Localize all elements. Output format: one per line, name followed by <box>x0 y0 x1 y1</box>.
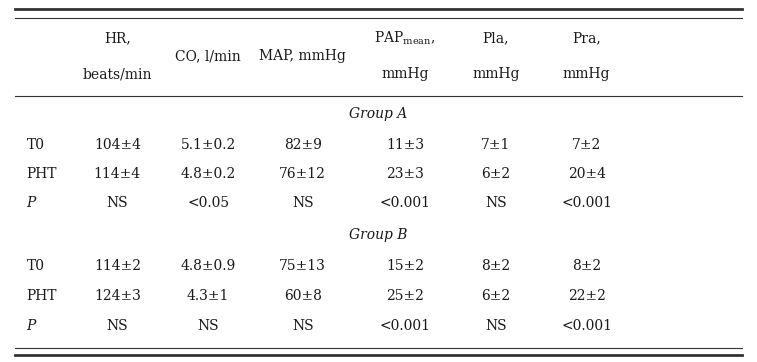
Text: 7±1: 7±1 <box>481 138 510 152</box>
Text: mmHg: mmHg <box>382 67 428 81</box>
Text: 8±2: 8±2 <box>572 259 601 273</box>
Text: <0.001: <0.001 <box>561 197 612 210</box>
Text: 4.8±0.2: 4.8±0.2 <box>181 167 235 181</box>
Text: 104±4: 104±4 <box>94 138 141 152</box>
Text: 124±3: 124±3 <box>94 289 141 303</box>
Text: 25±2: 25±2 <box>386 289 424 303</box>
Text: NS: NS <box>292 197 313 210</box>
Text: 76±12: 76±12 <box>279 167 326 181</box>
Text: 60±8: 60±8 <box>284 289 322 303</box>
Text: 5.1±0.2: 5.1±0.2 <box>181 138 235 152</box>
Text: <0.001: <0.001 <box>561 319 612 333</box>
Text: NS: NS <box>107 319 128 333</box>
Text: 22±2: 22±2 <box>568 289 606 303</box>
Text: 23±3: 23±3 <box>386 167 424 181</box>
Text: P: P <box>26 197 36 210</box>
Text: mmHg: mmHg <box>563 67 610 81</box>
Text: T0: T0 <box>26 138 45 152</box>
Text: 20±4: 20±4 <box>568 167 606 181</box>
Text: 114±4: 114±4 <box>94 167 141 181</box>
Text: Group A: Group A <box>350 107 407 121</box>
Text: MAP, mmHg: MAP, mmHg <box>260 49 346 63</box>
Text: Pra,: Pra, <box>572 31 601 45</box>
Text: P: P <box>26 319 36 333</box>
Text: <0.001: <0.001 <box>379 197 431 210</box>
Text: 4.8±0.9: 4.8±0.9 <box>181 259 235 273</box>
Text: NS: NS <box>485 197 506 210</box>
Text: 114±2: 114±2 <box>94 259 141 273</box>
Text: CO, l/min: CO, l/min <box>176 49 241 63</box>
Text: <0.001: <0.001 <box>379 319 431 333</box>
Text: T0: T0 <box>26 259 45 273</box>
Text: PAP$_{\mathregular{mean}}$,: PAP$_{\mathregular{mean}}$, <box>375 29 435 47</box>
Text: 15±2: 15±2 <box>386 259 424 273</box>
Text: beats/min: beats/min <box>83 67 152 81</box>
Text: 11±3: 11±3 <box>386 138 424 152</box>
Text: 7±2: 7±2 <box>572 138 601 152</box>
Text: 4.3±1: 4.3±1 <box>187 289 229 303</box>
Text: 6±2: 6±2 <box>481 167 510 181</box>
Text: 75±13: 75±13 <box>279 259 326 273</box>
Text: 8±2: 8±2 <box>481 259 510 273</box>
Text: NS: NS <box>485 319 506 333</box>
Text: PHT: PHT <box>26 289 57 303</box>
Text: <0.05: <0.05 <box>187 197 229 210</box>
Text: mmHg: mmHg <box>472 67 519 81</box>
Text: NS: NS <box>107 197 128 210</box>
Text: PHT: PHT <box>26 167 57 181</box>
Text: Group B: Group B <box>349 228 408 242</box>
Text: NS: NS <box>292 319 313 333</box>
Text: Pla,: Pla, <box>482 31 509 45</box>
Text: NS: NS <box>198 319 219 333</box>
Text: 82±9: 82±9 <box>284 138 322 152</box>
Text: HR,: HR, <box>104 31 131 45</box>
Text: 6±2: 6±2 <box>481 289 510 303</box>
